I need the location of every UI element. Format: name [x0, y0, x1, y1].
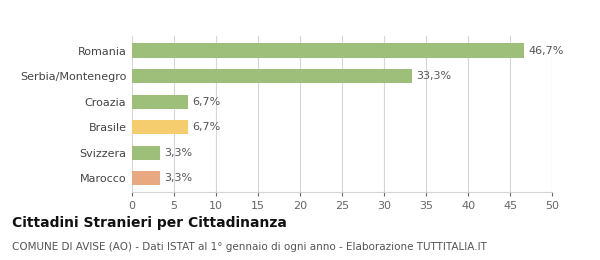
Bar [132, 95, 188, 109]
Legend: Europa, America, Africa: Europa, America, Africa [226, 0, 458, 2]
Bar [132, 120, 188, 134]
Bar [132, 69, 412, 83]
Bar [132, 171, 160, 185]
Text: 6,7%: 6,7% [193, 97, 221, 107]
Text: 6,7%: 6,7% [193, 122, 221, 132]
Text: 33,3%: 33,3% [416, 71, 451, 81]
Bar [132, 146, 160, 160]
Text: 46,7%: 46,7% [529, 46, 564, 56]
Text: Cittadini Stranieri per Cittadinanza: Cittadini Stranieri per Cittadinanza [12, 216, 287, 230]
Bar [132, 43, 524, 57]
Text: COMUNE DI AVISE (AO) - Dati ISTAT al 1° gennaio di ogni anno - Elaborazione TUTT: COMUNE DI AVISE (AO) - Dati ISTAT al 1° … [12, 242, 487, 252]
Text: 3,3%: 3,3% [164, 173, 192, 183]
Text: 3,3%: 3,3% [164, 148, 192, 158]
